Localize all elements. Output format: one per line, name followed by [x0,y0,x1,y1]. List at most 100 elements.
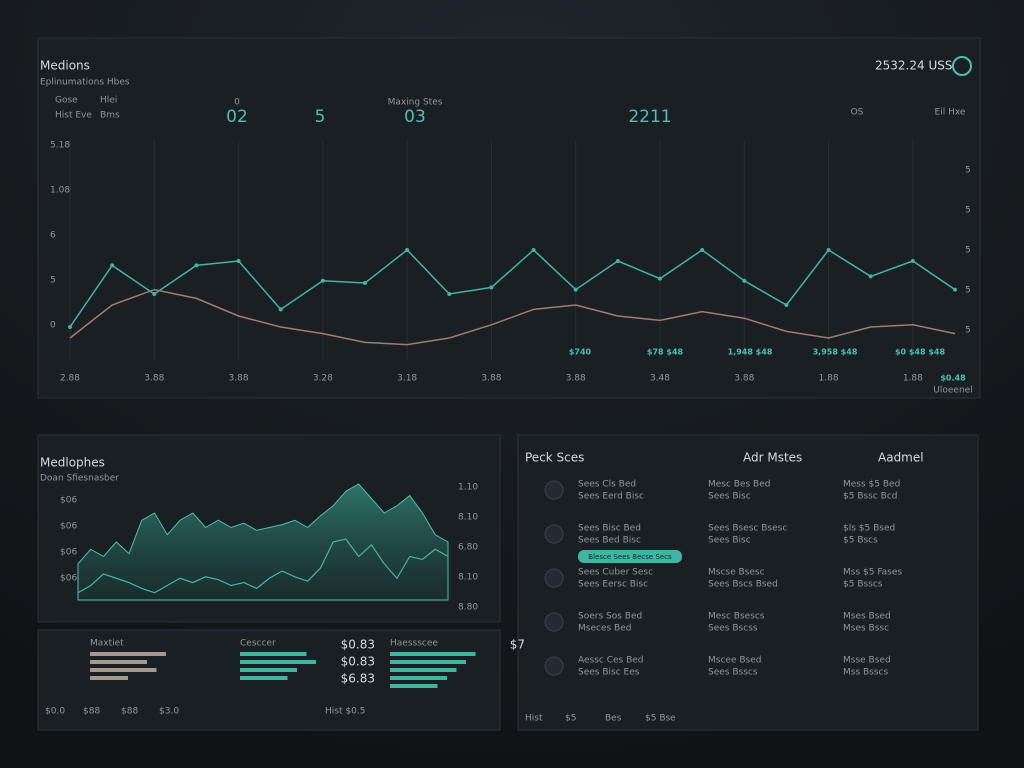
y-label: 1.08 [50,186,70,196]
footer-text: Bes [605,714,622,724]
readout: $740 [569,348,592,357]
point [110,263,115,268]
column-title: Adr Mstes [743,451,802,465]
point [910,259,915,263]
stat-label: OS [851,108,864,118]
row-text: Sees Cuber Sesc [578,568,653,578]
point [742,278,747,283]
row-text: Sees Eersc Bisc [578,580,648,590]
footer-text: $3.0 [159,707,179,717]
row-text: Mess $5 Bed [843,480,900,490]
point [658,276,662,281]
point [784,303,789,307]
area [77,483,449,601]
x-tick-label: 3.88 [229,374,249,384]
x-tick-label: 1.88 [819,374,839,384]
stat-label: Eil Hxe [935,108,966,118]
point [489,285,494,290]
row-text: Mseces Bed [578,624,631,634]
y-label: 8.80 [458,603,478,613]
stat-value: 5 [315,107,326,127]
point [447,292,452,296]
row-text: $ls $5 Bsed [843,524,895,534]
bar [90,676,128,680]
x-tick-label: 2.88 [60,374,80,384]
stat-value: 03 [404,107,426,127]
readout: $78 $48 [647,348,684,357]
y-label: $06 [60,496,77,506]
stat-value: 2211 [628,107,671,127]
list-panel [517,434,979,731]
bar [90,652,166,656]
button[interactable] [578,550,682,563]
readout: 1,948 $48 [728,348,773,357]
group-label: Maxtiet [90,639,124,649]
x-tick-label: 3.18 [397,374,417,384]
line-series [77,538,449,594]
button-label: Blesce Sees Becse Secs [588,553,672,561]
y-label: 5 [965,326,971,336]
stat-label: Maxing Stes [388,98,443,108]
row-text: $5 Bscs [843,536,878,546]
amount: $0.83 [341,638,375,652]
group-label: Cesccer [240,639,276,649]
row-text: Mss Bsscs [843,668,889,678]
y-label: 1.10 [458,483,478,493]
group-label: Haessscee [390,639,438,649]
panel-title: Medlophes [40,456,105,470]
y-label: 5 [965,166,971,176]
row-text: Sees Bisc Bed [578,524,641,534]
bar [390,668,457,672]
x-tick-label: 3.48 [650,374,670,384]
amount: $0.83 [341,655,375,669]
stat-value: 02 [226,107,248,127]
x-tick-label: 3.88 [734,374,754,384]
amount: $7 [510,638,525,652]
corner-label: Uloeenel [933,386,972,396]
footer-text: $0.0 [45,707,65,717]
point [868,274,873,279]
point [68,325,72,329]
point [700,248,705,252]
panel-subtitle: Doan Sfiesnasber [40,474,119,484]
row-text: Sees Bscs Bsed [708,580,778,590]
y-label: 6 [50,231,56,241]
row-text: Mses Bssc [843,624,889,634]
price: 2532.24 USS [875,59,952,73]
bar [390,676,447,680]
row-text: Sees Bscss [708,624,758,634]
point [320,278,325,283]
footer-text: $5 [565,714,576,724]
bar [240,652,307,656]
footer-text: Hist $0.5 [325,707,365,717]
legend-item: Hlei [100,96,117,106]
row-text: Mss $5 Fases [843,568,902,578]
y-label: 8.10 [458,513,478,523]
bar [90,660,147,664]
y-label: 8.10 [458,573,478,583]
status-icon[interactable] [952,56,972,76]
point [236,259,241,263]
point [826,248,831,252]
row-text: Mscse Bsesc [708,568,765,578]
row-icon [544,612,564,632]
point [953,287,957,292]
row-text: Mscee Bsed [708,656,761,666]
y-label: 5.18 [50,141,70,151]
title: Medions [40,59,90,73]
legend-item: Gose [55,96,78,106]
row-text: Aessc Ces Bed [578,656,644,666]
y-label: 6.80 [458,543,478,553]
y-label: $06 [60,548,77,558]
row-text: Mesc Bes Bed [708,480,771,490]
footer-text: $5 Bse [645,714,676,724]
line-series [69,248,956,328]
point [531,248,536,252]
footer-text: $88 [121,707,138,717]
column-title: Peck Sces [525,451,584,465]
row-text: Sees Bisc [708,492,751,502]
bar [90,668,157,672]
x-tick-label: 3.88 [481,374,501,384]
